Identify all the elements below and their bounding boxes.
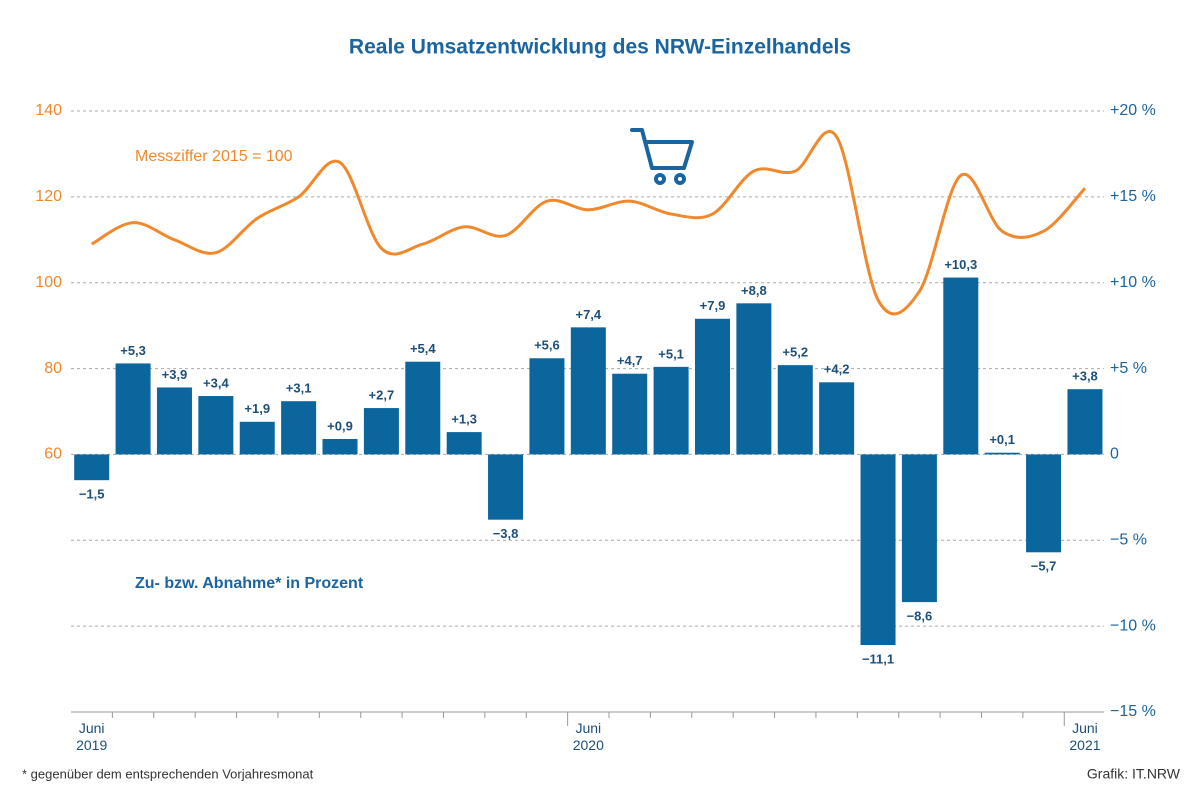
value-label: +1,3 xyxy=(451,412,477,427)
bar xyxy=(1067,389,1103,455)
y2-tick-label: −5 % xyxy=(1110,532,1147,549)
bar xyxy=(115,363,151,455)
value-label: +5,2 xyxy=(782,345,808,360)
cart-icon xyxy=(630,128,694,185)
x-tick-label: Juni 2019 xyxy=(76,720,108,753)
bar xyxy=(488,454,524,520)
bar xyxy=(984,452,1020,455)
bar xyxy=(612,373,648,455)
index-line xyxy=(90,130,1087,316)
bar xyxy=(529,358,565,455)
x-tick-label: Juni 2020 xyxy=(572,720,604,753)
bar xyxy=(446,432,482,455)
value-label: −5,7 xyxy=(1031,559,1057,574)
value-label: +5,1 xyxy=(658,346,684,361)
value-label: −8,6 xyxy=(907,609,933,624)
y2-tick-label: 0 xyxy=(1110,446,1119,463)
bar xyxy=(736,303,772,455)
value-label: −11,1 xyxy=(862,651,894,666)
bar xyxy=(198,396,234,455)
value-label: −1,5 xyxy=(79,487,105,502)
y2-tick-label: +20 % xyxy=(1110,102,1156,119)
value-label: +3,4 xyxy=(203,375,229,390)
value-label: +3,1 xyxy=(286,381,312,396)
bar xyxy=(322,438,358,455)
value-label: −3,8 xyxy=(493,526,519,541)
source: Grafik: IT.NRW xyxy=(1087,766,1181,782)
value-label: +8,8 xyxy=(741,283,767,298)
bar xyxy=(694,318,730,455)
value-label: +1,9 xyxy=(244,401,270,416)
line-annotation: Messziffer 2015 = 100 xyxy=(135,148,293,165)
bar xyxy=(156,387,192,455)
y-tick-label: 120 xyxy=(35,188,62,205)
bar xyxy=(363,408,399,455)
value-label: +5,6 xyxy=(534,338,560,353)
chart-title: Reale Umsatzentwicklung des NRW-Einzelha… xyxy=(349,36,851,59)
y-tick-label: 60 xyxy=(44,446,62,463)
bar-annotation: Zu- bzw. Abnahme* in Prozent xyxy=(135,575,364,592)
value-label: +3,9 xyxy=(162,367,188,382)
value-label: +4,2 xyxy=(824,362,850,377)
bar xyxy=(570,327,606,455)
bar xyxy=(819,382,855,455)
y2-tick-label: −10 % xyxy=(1110,617,1156,634)
value-label: +0,1 xyxy=(989,432,1015,447)
bar xyxy=(74,454,110,481)
bar xyxy=(239,421,275,455)
value-label: +2,7 xyxy=(369,388,395,403)
value-label: +7,9 xyxy=(700,298,726,313)
y2-tick-label: −15 % xyxy=(1110,703,1156,720)
value-label: +4,7 xyxy=(617,353,643,368)
value-label: +10,3 xyxy=(944,257,977,272)
bar xyxy=(943,277,979,455)
value-label: +0,9 xyxy=(327,418,353,433)
y2-tick-label: +5 % xyxy=(1110,360,1147,377)
bar xyxy=(860,454,896,646)
y2-tick-label: +15 % xyxy=(1110,188,1156,205)
footnote: * gegenüber dem entsprechenden Vorjahres… xyxy=(22,766,314,781)
value-label: +3,8 xyxy=(1072,369,1098,384)
bar xyxy=(901,454,937,603)
y-tick-label: 140 xyxy=(35,102,62,119)
value-label: +7,4 xyxy=(575,307,601,322)
y2-tick-label: +10 % xyxy=(1110,274,1156,291)
x-tick-label: Juni 2021 xyxy=(1069,720,1101,753)
value-label: +5,3 xyxy=(120,343,146,358)
bar xyxy=(777,365,813,455)
bar xyxy=(405,361,441,455)
y-tick-label: 80 xyxy=(44,360,62,377)
bar xyxy=(653,366,689,455)
bar xyxy=(281,401,317,455)
bar xyxy=(1026,454,1062,553)
value-label: +5,4 xyxy=(410,341,436,356)
y-tick-label: 100 xyxy=(35,274,62,291)
